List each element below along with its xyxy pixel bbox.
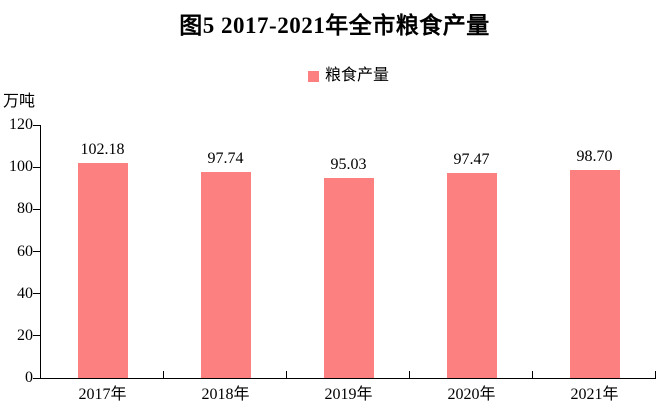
x-tick-label: 2017年 <box>78 386 127 403</box>
y-tick-label: 0 <box>25 369 33 386</box>
y-tick-label: 100 <box>9 158 33 176</box>
bar-value-label: 97.74 <box>207 149 244 167</box>
legend-marker-swatch <box>307 70 319 82</box>
bar-value-label: 97.47 <box>453 150 490 168</box>
y-axis-unit-label: 万吨 <box>3 93 36 110</box>
y-tick-mark <box>33 124 40 126</box>
legend: 粮食产量 <box>0 68 669 84</box>
x-tick-mark <box>286 371 287 378</box>
x-tick-label: 2018年 <box>201 386 250 403</box>
x-tick-mark <box>163 371 164 378</box>
bar <box>323 177 374 378</box>
y-tick-mark <box>33 293 40 295</box>
bar <box>569 169 620 378</box>
y-tick-mark <box>33 335 40 337</box>
bar-value-label: 98.70 <box>576 147 613 165</box>
bar <box>77 162 128 378</box>
y-tick-mark <box>33 166 40 168</box>
x-tick-label: 2021年 <box>570 386 619 403</box>
y-tick-label: 40 <box>17 284 33 302</box>
legend-label: 粮食产量 <box>324 67 389 84</box>
x-tick-mark <box>655 371 656 378</box>
x-tick-mark <box>532 371 533 378</box>
y-tick-mark <box>33 251 40 252</box>
bar <box>446 172 497 378</box>
plot-area: 0 20 40 60 80 100 120 102.18 2017年 97.74 2018年 95.0… <box>9 117 656 403</box>
y-tick-mark <box>33 377 40 379</box>
x-tick-mark <box>409 371 410 378</box>
y-tick-label: 120 <box>9 116 33 133</box>
bar-value-label: 102.18 <box>80 140 125 158</box>
y-tick-label: 60 <box>17 242 33 260</box>
bar <box>200 171 251 378</box>
x-tick-label: 2019年 <box>324 386 373 403</box>
x-tick-label: 2020年 <box>447 386 496 403</box>
y-tick-mark <box>33 208 40 210</box>
y-tick-label: 80 <box>17 200 33 218</box>
bar-value-label: 95.03 <box>330 155 367 173</box>
y-tick-label: 20 <box>17 326 33 344</box>
chart-title: 图5 2017-2021年全市粮食产量 <box>179 13 490 38</box>
